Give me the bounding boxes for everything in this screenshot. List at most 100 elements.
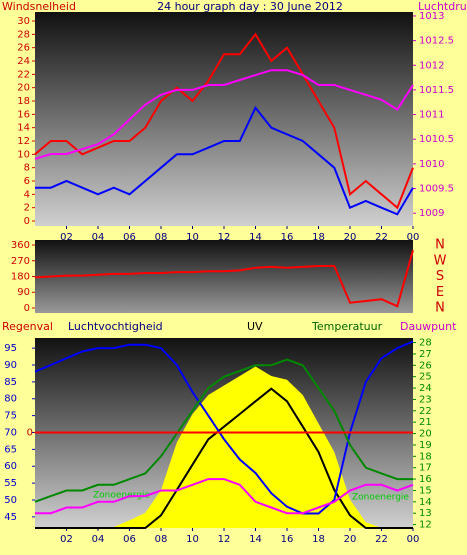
direction-label: W: [434, 253, 447, 268]
wind-label: Windsnelheid: [2, 0, 76, 13]
y-tick-label: 85: [4, 377, 17, 388]
x-tick-label: 20: [344, 534, 357, 545]
x-tick-label: 14: [249, 232, 262, 243]
x-tick-label: 22: [375, 232, 388, 243]
y-tick-label: 26: [17, 43, 30, 54]
y2-tick-label: 28: [419, 338, 432, 349]
y-tick-label: 45: [4, 512, 17, 523]
y-tick-label: 95: [4, 343, 17, 354]
x-tick-label: 06: [123, 232, 136, 243]
y-tick-label: 4: [24, 189, 30, 200]
x-tick-label: 10: [186, 534, 199, 545]
rain-tick-label: 0: [27, 428, 33, 439]
direction-label: E: [436, 285, 444, 300]
x-tick-label: 14: [249, 534, 262, 545]
x-tick-label: 12: [218, 534, 231, 545]
humidity-label: Luchtvochtigheid: [68, 320, 163, 333]
series-line: [34, 250, 414, 308]
direction-label: N: [435, 238, 445, 253]
series-label: Zonoenergie: [352, 493, 409, 503]
direction-label: N: [435, 301, 445, 316]
plot-area: [35, 12, 413, 226]
y-tick-label: 6: [24, 176, 30, 187]
y-tick-label: 22: [17, 69, 30, 80]
x-tick-label: 00: [407, 534, 420, 545]
x-tick-label: 08: [155, 232, 168, 243]
y2-tick-label: 1011.5: [419, 85, 454, 96]
plots: 02468101214161820222426283010091009.5101…: [4, 11, 454, 545]
series-line: [35, 387, 413, 529]
x-tick-label: 18: [312, 534, 325, 545]
y-tick-label: 0: [24, 216, 30, 227]
y-tick-label: 0: [24, 303, 30, 314]
x-tick-label: 04: [92, 534, 105, 545]
y2-tick-label: 18: [419, 451, 432, 462]
y-tick-label: 20: [17, 83, 30, 94]
dewpoint-label: Dauwpunt: [400, 320, 457, 333]
y2-tick-label: 12: [419, 520, 432, 531]
x-tick-label: 22: [375, 534, 388, 545]
chart-title: 24 hour graph day : 30 June 2012: [157, 0, 343, 13]
series-line: [35, 478, 414, 515]
y-tick-label: 10: [17, 149, 30, 160]
y2-tick-label: 20: [419, 429, 432, 440]
y-tick-label: 30: [17, 16, 30, 27]
y2-tick-label: 1011: [419, 110, 444, 121]
y-tick-label: 55: [4, 478, 17, 489]
series-line: [35, 105, 414, 216]
y2-tick-label: 1012.5: [419, 36, 454, 47]
y-tick-label: 270: [11, 256, 30, 267]
direction-label: S: [436, 269, 444, 284]
y2-tick-label: 25: [419, 372, 432, 383]
y-tick-label: 60: [4, 461, 17, 472]
series-line: [34, 358, 413, 503]
y2-tick-label: 1013: [419, 11, 444, 22]
y2-tick-label: 14: [419, 497, 432, 508]
y2-tick-label: 21: [419, 417, 432, 428]
y-tick-label: 90: [17, 287, 30, 298]
x-tick-label: 12: [218, 232, 231, 243]
x-tick-label: 00: [407, 232, 420, 243]
y-tick-label: 18: [17, 96, 30, 107]
series-label: Zonoenergie: [93, 491, 150, 501]
y-tick-label: 24: [17, 56, 30, 67]
y2-tick-label: 16: [419, 474, 432, 485]
x-tick-label: 18: [312, 232, 325, 243]
x-tick-label: 06: [123, 534, 136, 545]
area: [35, 366, 413, 528]
y2-tick-label: 23: [419, 394, 432, 405]
series-line: [34, 32, 414, 210]
y2-tick-label: 15: [419, 485, 432, 496]
y2-tick-label: 1012: [419, 60, 444, 71]
uv-label: UV: [247, 320, 263, 333]
x-tick-label: 10: [186, 232, 199, 243]
y-tick-label: 16: [17, 109, 30, 120]
series-line: [34, 69, 414, 160]
x-tick-label: 16: [281, 232, 294, 243]
x-tick-label: 02: [60, 232, 73, 243]
x-tick-label: 20: [344, 232, 357, 243]
x-tick-label: 08: [155, 534, 168, 545]
y2-tick-label: 19: [419, 440, 432, 451]
rain-label: Regenval: [2, 320, 53, 333]
y-tick-label: 28: [17, 29, 30, 40]
y-tick-label: 65: [4, 444, 17, 455]
y2-tick-label: 17: [419, 463, 432, 474]
x-tick-label: 04: [92, 232, 105, 243]
y-tick-label: 80: [4, 394, 17, 405]
y-tick-label: 90: [4, 360, 17, 371]
y-tick-label: 8: [24, 163, 30, 174]
y2-tick-label: 1010.5: [419, 134, 454, 145]
y2-tick-label: 27: [419, 349, 432, 360]
y-tick-label: 360: [11, 240, 30, 251]
y-tick-label: 70: [4, 427, 17, 438]
y2-tick-label: 1009.5: [419, 184, 454, 195]
y-tick-label: 50: [4, 495, 17, 506]
y-tick-label: 14: [17, 123, 30, 134]
pressure-label: Luchtdruk: [418, 0, 467, 13]
x-tick-label: 16: [281, 534, 294, 545]
y-tick-label: 180: [11, 272, 30, 283]
y-tick-label: 75: [4, 411, 17, 422]
y2-tick-label: 13: [419, 508, 432, 519]
